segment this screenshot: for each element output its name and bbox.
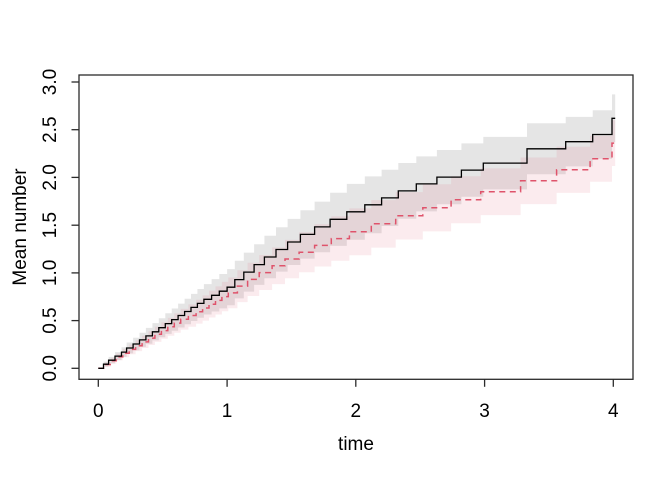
confidence-band-mean-number-estimate-2 (98, 120, 616, 369)
x-tick-label: 2 (351, 401, 362, 422)
y-tick-label: 2.0 (40, 164, 61, 190)
x-tick-label: 0 (93, 401, 104, 422)
y-tick-label: 0.0 (40, 355, 61, 381)
y-tick-label: 0.5 (40, 307, 61, 333)
x-tick-label: 1 (222, 401, 233, 422)
x-axis-title: time (338, 434, 374, 455)
y-axis-title: Mean number (10, 168, 31, 286)
step-curve-mean-number-estimate-2 (98, 142, 616, 370)
confidence-bands (98, 94, 616, 369)
step-curves (98, 117, 616, 370)
y-tick-label: 3.0 (40, 69, 61, 95)
y-tick-label: 1.5 (40, 212, 61, 238)
x-tick-label: 4 (608, 401, 619, 422)
x-axis: 0 1 2 3 4 (93, 379, 619, 422)
x-tick-label: 3 (479, 401, 490, 422)
y-tick-label: 1.0 (40, 260, 61, 286)
step-curve-mean-number-estimate-1 (98, 117, 616, 369)
y-axis: 0.0 0.5 1.0 1.5 2.0 2.5 3.0 (40, 69, 79, 382)
y-tick-label: 2.5 (40, 116, 61, 142)
